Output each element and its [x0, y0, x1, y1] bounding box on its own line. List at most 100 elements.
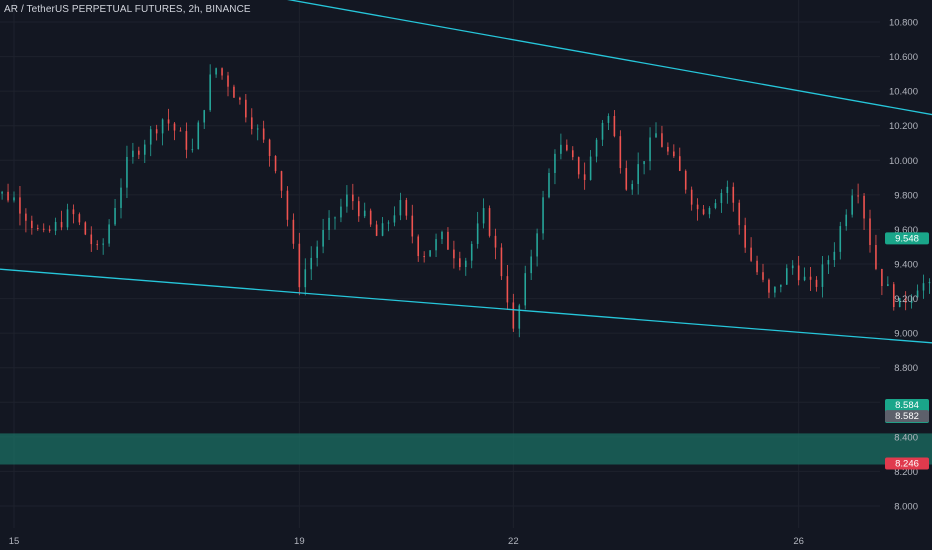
candle-body	[892, 284, 895, 308]
candle-body	[803, 276, 806, 281]
candle-body	[387, 222, 390, 224]
candle-body	[185, 131, 188, 150]
candle-body	[54, 221, 57, 231]
target-price-badge-label: 9.548	[895, 233, 919, 244]
candle-body	[696, 204, 699, 210]
candle-body	[518, 305, 521, 329]
y-tick-label: 10.600	[889, 52, 918, 63]
candle-body	[833, 251, 836, 261]
candle-body	[334, 217, 336, 219]
candle-body	[708, 207, 711, 215]
candle-body	[887, 284, 889, 287]
candle-body	[78, 214, 81, 223]
candle-body	[417, 236, 420, 257]
candle-body	[702, 209, 705, 215]
candle-body	[132, 150, 134, 157]
candle-body	[138, 150, 140, 155]
candle-body	[405, 200, 408, 216]
candle-body	[613, 115, 616, 137]
candle-body	[791, 265, 794, 269]
x-tick-label: 19	[294, 536, 305, 547]
candle-body	[548, 172, 550, 198]
candle-body	[357, 201, 360, 217]
candle-body	[346, 194, 348, 207]
candle-body	[530, 256, 532, 274]
y-tick-label: 10.200	[889, 121, 918, 132]
candle-body	[268, 139, 271, 156]
y-tick-label: 9.400	[894, 260, 918, 271]
y-tick-label: 10.400	[889, 87, 918, 98]
candle-body	[197, 122, 200, 150]
target-price-badge: 9.548	[885, 232, 929, 245]
candle-body	[292, 219, 295, 244]
candle-body	[245, 99, 247, 118]
y-tick-label: 10.800	[889, 18, 918, 29]
candle-body	[619, 136, 622, 169]
candle-body	[233, 86, 235, 98]
candle-body	[126, 156, 128, 188]
candle-body	[48, 229, 51, 231]
candle-body	[114, 207, 116, 225]
candle-body	[60, 221, 63, 228]
candle-body	[256, 128, 259, 130]
symbol-title: AR / TetherUS PERPETUAL FUTURES, 2h, BIN…	[4, 4, 251, 15]
candle-body	[19, 197, 21, 214]
x-tick-label: 26	[793, 536, 804, 547]
candle-body	[90, 234, 93, 245]
candle-body	[928, 281, 931, 284]
candle-body	[690, 189, 693, 205]
candle-body	[447, 231, 449, 250]
candle-body	[524, 273, 527, 306]
candle-body	[506, 276, 509, 303]
candle-body	[875, 244, 877, 269]
candle-body	[155, 129, 158, 134]
y-tick-label: 9.200	[894, 294, 918, 305]
candle-body	[66, 209, 69, 228]
candle-body	[589, 156, 592, 180]
candle-body	[36, 227, 39, 229]
candle-body	[411, 215, 414, 237]
candle-body	[31, 220, 33, 228]
x-tick-label: 15	[9, 536, 20, 547]
candle-body	[274, 155, 277, 172]
candle-body	[375, 224, 378, 236]
candle-body	[310, 257, 313, 270]
y-tick-label: 10.000	[889, 156, 918, 167]
y-tick-label: 9.600	[894, 225, 918, 236]
candle-body	[173, 123, 176, 131]
candle-body	[143, 144, 146, 155]
candle-body	[120, 187, 122, 208]
candle-body	[369, 210, 372, 225]
candle-body	[298, 243, 301, 288]
candle-body	[239, 97, 241, 100]
candle-body	[494, 235, 497, 248]
candle-body	[655, 133, 657, 138]
x-tick-label: 22	[508, 536, 519, 547]
candle-body	[435, 239, 437, 251]
candle-body	[7, 191, 9, 201]
descending-support-trendline	[0, 268, 932, 344]
candle-body	[340, 206, 342, 218]
candle-body	[227, 75, 229, 87]
candle-body	[215, 68, 217, 75]
stop-price-badge-label: 8.246	[895, 458, 919, 469]
candle-body	[399, 200, 402, 216]
candle-body	[328, 217, 330, 231]
candle-body	[429, 250, 431, 257]
candle-body	[898, 298, 901, 308]
candle-body	[459, 258, 461, 268]
candle-body	[571, 150, 574, 158]
candle-body	[625, 168, 628, 190]
candle-body	[678, 156, 681, 171]
entry-price-badge-bg	[885, 410, 929, 423]
candle-body	[161, 119, 164, 134]
candle-body	[821, 264, 824, 287]
candle-body	[381, 223, 384, 236]
candle-body	[470, 243, 473, 261]
candle-body	[750, 247, 752, 261]
candle-body	[102, 243, 104, 245]
candle-body	[13, 197, 15, 201]
candle-body	[768, 279, 770, 293]
